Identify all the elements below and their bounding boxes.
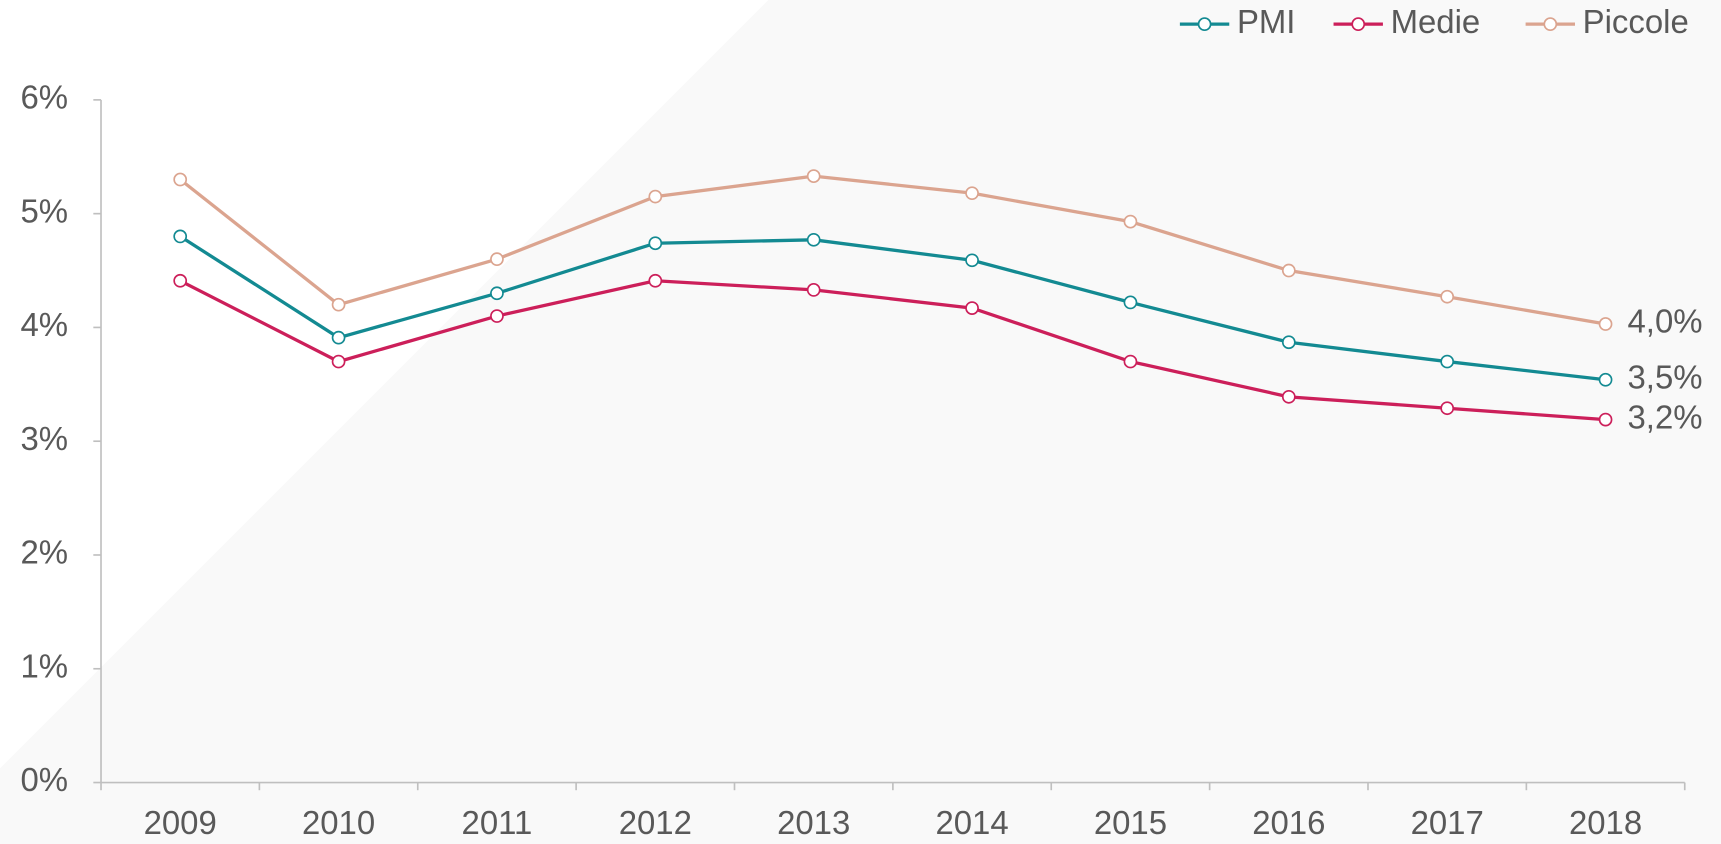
- series-line: [179, 174, 1606, 326]
- point-marker: [1123, 214, 1138, 229]
- point-marker: [1123, 354, 1138, 369]
- point-marker: [806, 283, 821, 297]
- value-label: 3,2%: [1628, 398, 1703, 435]
- point-marker: [490, 309, 504, 323]
- point-marker: [173, 229, 188, 244]
- value-label: 4,0%: [1628, 303, 1703, 340]
- point-marker: [331, 297, 346, 312]
- legend-label: Medie: [1391, 3, 1481, 40]
- point-marker: [1598, 412, 1613, 427]
- y-tick-label: 3%: [21, 420, 69, 457]
- point-marker: [490, 286, 504, 301]
- y-tick-label: 2%: [21, 534, 69, 571]
- series-line: [179, 235, 1606, 382]
- point-marker: [331, 354, 346, 369]
- point-marker: [1598, 317, 1613, 331]
- x-tick-label: 2013: [777, 804, 850, 841]
- value-label: 3,5%: [1628, 358, 1703, 395]
- x-tick-label: 2015: [1094, 804, 1167, 841]
- point-marker: [648, 273, 663, 288]
- point-marker: [648, 189, 663, 204]
- legend-marker: [1351, 17, 1366, 32]
- x-tick-label: 2016: [1252, 804, 1325, 841]
- legend-marker: [1543, 17, 1558, 32]
- y-tick-label: 6%: [21, 79, 69, 116]
- point-marker: [965, 186, 979, 201]
- point-marker: [331, 330, 346, 345]
- point-marker: [173, 273, 188, 288]
- legend-label: Piccole: [1583, 3, 1689, 40]
- point-marker: [965, 301, 979, 315]
- x-tick-label: 2009: [144, 804, 217, 841]
- y-tick-label: 0%: [21, 761, 69, 798]
- x-tick-label: 2011: [462, 804, 533, 841]
- x-tick-label: 2010: [302, 804, 375, 841]
- legend-label: PMI: [1237, 3, 1296, 40]
- point-marker: [1123, 295, 1138, 310]
- point-marker: [1440, 289, 1455, 304]
- y-tick-label: 5%: [21, 192, 69, 229]
- point-marker: [173, 172, 188, 187]
- series-line: [179, 279, 1606, 422]
- point-marker: [648, 236, 663, 251]
- point-marker: [1281, 335, 1296, 350]
- x-tick-label: 2012: [619, 804, 692, 841]
- point-marker: [965, 253, 979, 268]
- point-marker: [490, 252, 504, 267]
- point-marker: [806, 169, 821, 183]
- point-marker: [1281, 263, 1296, 278]
- point-marker: [1440, 401, 1455, 416]
- x-tick-label: 2018: [1569, 804, 1642, 841]
- y-tick-label: 4%: [21, 306, 69, 343]
- y-tick-label: 1%: [21, 647, 69, 684]
- point-marker: [1598, 372, 1613, 387]
- x-tick-label: 2014: [935, 804, 1008, 841]
- legend-marker: [1197, 17, 1212, 32]
- point-marker: [1440, 354, 1455, 369]
- point-marker: [806, 232, 821, 247]
- point-marker: [1281, 389, 1296, 404]
- x-tick-label: 2017: [1411, 804, 1484, 841]
